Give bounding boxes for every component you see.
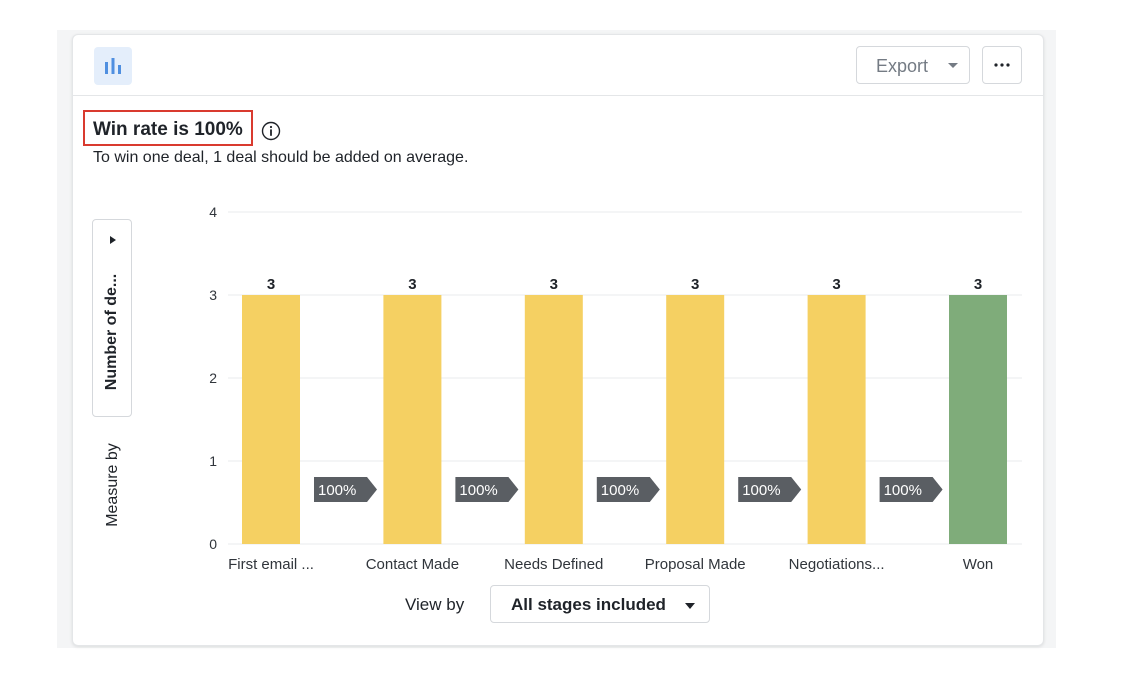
y-tick-label: 0 — [209, 536, 217, 552]
conversion-badge: 100% — [314, 477, 377, 502]
bar-value-label: 3 — [832, 276, 840, 293]
more-options-button[interactable] — [982, 46, 1022, 84]
bar-value-label: 3 — [408, 276, 416, 293]
x-axis-labels: First email ... Contact Made Needs Defined… — [228, 556, 993, 573]
bar-value-label: 3 — [267, 276, 275, 293]
x-category-label: Contact Made — [366, 556, 459, 573]
chevron-down-icon — [685, 603, 695, 609]
conversion-badge-shape — [314, 477, 377, 502]
conversion-badge-label: 100% — [601, 482, 639, 499]
x-category-label: Negotiations... — [789, 556, 885, 573]
bar-stage[interactable] — [666, 295, 725, 544]
conversion-badge-label: 100% — [459, 482, 497, 499]
export-button[interactable]: Export — [856, 46, 970, 84]
conversion-badge-label: 100% — [884, 482, 922, 499]
bar-chart-icon[interactable] — [94, 47, 132, 85]
conversion-badge-shape — [596, 477, 660, 502]
conversion-badge: 100% — [596, 477, 660, 502]
y-tick-label: 2 — [209, 370, 217, 386]
view-by-select[interactable]: All stages included — [490, 585, 710, 623]
view-by-value: All stages included — [511, 595, 666, 614]
conversion-badge: 100% — [738, 477, 802, 502]
bar-value-label: 3 — [550, 276, 558, 293]
conversion-badge: 100% — [455, 477, 519, 502]
x-category-label: Proposal Made — [645, 556, 746, 573]
bar-stage[interactable] — [242, 295, 300, 544]
win-rate-title: Win rate is 100% — [93, 119, 243, 140]
x-category-label: First email ... — [228, 556, 314, 573]
conversion-badges: 100% 100% 100% 100% 100% — [314, 477, 943, 502]
info-icon[interactable] — [261, 121, 281, 141]
view-by-label: View by — [405, 595, 465, 614]
bars: 3 3 3 3 3 3 — [242, 276, 1007, 544]
caret-right-icon — [110, 236, 116, 244]
chevron-down-icon — [948, 63, 958, 68]
y-tick-label: 4 — [209, 204, 217, 220]
bar-value-label: 3 — [691, 276, 699, 293]
bar-won[interactable] — [949, 295, 1007, 544]
conversion-badge-label: 100% — [318, 482, 356, 499]
card-header: Export — [73, 35, 1043, 96]
title-highlight-box — [83, 110, 253, 146]
bar-stage[interactable] — [383, 295, 442, 544]
win-rate-subtitle: To win one deal, 1 deal should be added … — [93, 149, 469, 166]
grid-lines — [228, 211, 1022, 545]
x-category-label: Won — [963, 556, 994, 573]
conversion-badge-shape — [455, 477, 519, 502]
conversion-badge-shape — [879, 477, 943, 502]
x-category-label: Needs Defined — [504, 556, 603, 573]
measure-by-select[interactable]: Number of de... — [92, 219, 132, 417]
bar-chart-icon-glyph — [105, 58, 121, 74]
y-tick-label: 1 — [209, 453, 217, 469]
more-horizontal-icon — [994, 63, 1010, 67]
export-label: Export — [876, 56, 929, 76]
y-axis-ticks: 0 1 2 3 4 — [209, 204, 217, 552]
conversion-badge-shape — [738, 477, 802, 502]
bar-stage[interactable] — [524, 295, 583, 544]
conversion-badge-label: 100% — [742, 482, 780, 499]
conversion-badge: 100% — [879, 477, 943, 502]
bar-stage[interactable] — [807, 295, 866, 544]
y-tick-label: 3 — [209, 287, 217, 303]
bar-value-label: 3 — [974, 276, 982, 293]
